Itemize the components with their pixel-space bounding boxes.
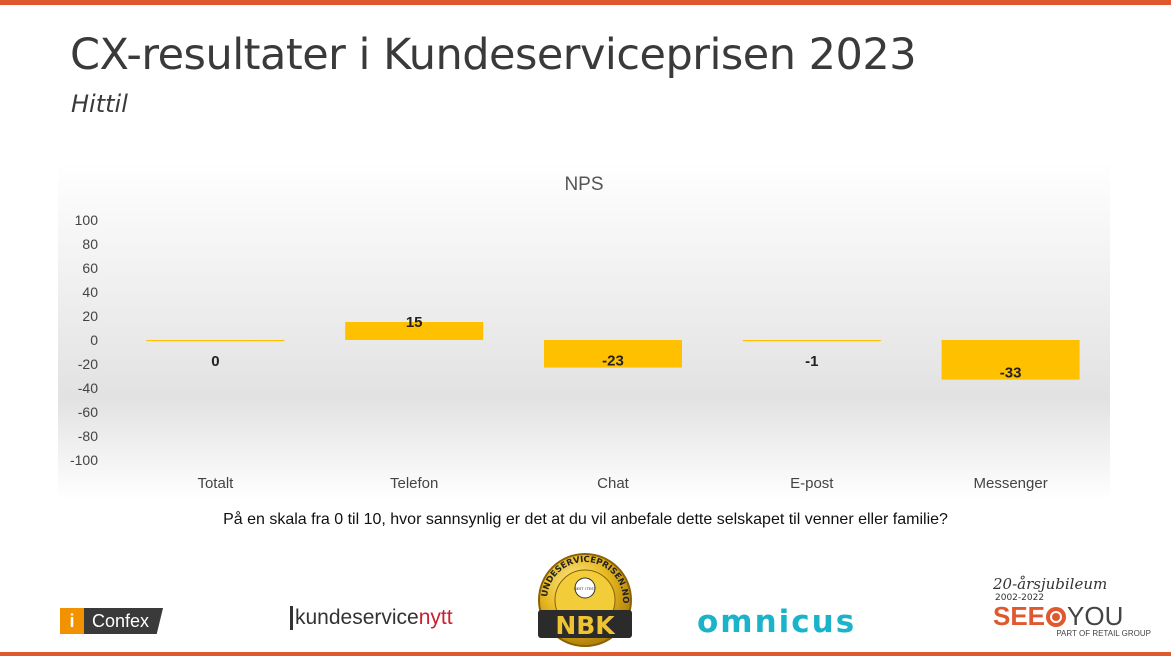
seeyou-jubilee-text: 20-årsjubileum bbox=[993, 575, 1108, 593]
omnicus-logo: omnicus bbox=[697, 604, 857, 640]
seeyou-name-see: SEE bbox=[993, 601, 1046, 631]
bar bbox=[742, 340, 881, 342]
y-tick-label: 80 bbox=[82, 236, 98, 252]
y-tick-label: 20 bbox=[82, 308, 98, 324]
x-tick-label: Telefon bbox=[390, 475, 438, 492]
y-tick-label: 0 bbox=[90, 332, 98, 348]
seeyou-swirl-icon bbox=[1046, 607, 1067, 627]
kundeservicenytt-logo-part1: kundeservice bbox=[290, 606, 419, 630]
y-tick-label: 40 bbox=[82, 284, 98, 300]
seeyou-logo: 20-årsjubileum 2002-2022 SEE YOU PART OF … bbox=[993, 575, 1153, 645]
chart-title: NPS bbox=[564, 174, 603, 195]
y-axis: 100 80 60 40 20 0 -20 -40 -60 -80 -100 bbox=[70, 212, 98, 468]
x-tick-label: Totalt bbox=[197, 475, 234, 492]
chart-background bbox=[58, 160, 1110, 500]
y-tick-label: -40 bbox=[78, 380, 98, 396]
data-label: 0 bbox=[211, 353, 219, 370]
y-tick-label: -80 bbox=[78, 428, 98, 444]
confex-logo-text: Confex bbox=[84, 608, 164, 634]
nbk-badge-center-text: NBK bbox=[555, 611, 616, 640]
bar bbox=[941, 340, 1080, 380]
data-label: -23 bbox=[602, 353, 624, 370]
bottom-accent-bar bbox=[0, 652, 1171, 656]
nbk-badge-logo: KUNDESERVICEPRISEN.NO BEST I TEST NBK bbox=[528, 548, 632, 647]
seeyou-part-of: PART OF RETAIL GROUP bbox=[1056, 629, 1151, 638]
data-label: -1 bbox=[805, 353, 818, 370]
seeyou-years: 2002-2022 bbox=[995, 593, 1045, 603]
confex-logo: i Confex bbox=[60, 608, 164, 634]
kundeservicenytt-logo-part2: nytt bbox=[418, 606, 453, 629]
x-tick-label: Messenger bbox=[973, 475, 1047, 492]
x-tick-label: E-post bbox=[790, 475, 834, 492]
bar-series: 0 15 -23 -1 -33 bbox=[146, 314, 1080, 382]
x-axis: Totalt Telefon Chat E-post Messenger bbox=[197, 475, 1047, 492]
nps-chart-svg: NPS 100 80 60 40 20 0 -20 -40 -60 -80 -100 0 15 -23 -… bbox=[58, 160, 1110, 500]
confex-logo-mark: i bbox=[60, 608, 84, 634]
y-tick-label: 100 bbox=[75, 212, 99, 228]
y-tick-label: -100 bbox=[70, 452, 98, 468]
seeyou-jubilee: 20-årsjubileum bbox=[993, 575, 1153, 593]
bar bbox=[544, 340, 682, 368]
data-label: 15 bbox=[406, 314, 423, 331]
bar bbox=[146, 340, 285, 342]
bar bbox=[345, 322, 484, 340]
data-label: -33 bbox=[1000, 365, 1022, 382]
seeyou-name-you: YOU bbox=[1067, 601, 1124, 631]
nps-chart: NPS 100 80 60 40 20 0 -20 -40 -60 -80 -100 0 15 -23 -… bbox=[58, 160, 1110, 500]
page-subtitle: Hittil bbox=[71, 90, 128, 118]
y-tick-label: 60 bbox=[82, 260, 98, 276]
survey-question: På en skala fra 0 til 10, hvor sannsynli… bbox=[223, 511, 948, 528]
nbk-badge-banner bbox=[538, 610, 632, 638]
nbk-badge-seal bbox=[574, 577, 596, 599]
y-tick-label: -60 bbox=[78, 404, 98, 420]
x-tick-label: Chat bbox=[597, 475, 630, 492]
page-title: CX-resultater i Kundeserviceprisen 2023 bbox=[70, 30, 917, 80]
seeyou-name: SEE YOU bbox=[993, 603, 1153, 629]
nbk-badge-seal-text: BEST I TEST bbox=[574, 587, 596, 591]
top-accent-bar bbox=[0, 0, 1171, 5]
y-tick-label: -20 bbox=[78, 356, 98, 372]
kundeservicenytt-logo: kundeservicenytt bbox=[290, 606, 453, 630]
